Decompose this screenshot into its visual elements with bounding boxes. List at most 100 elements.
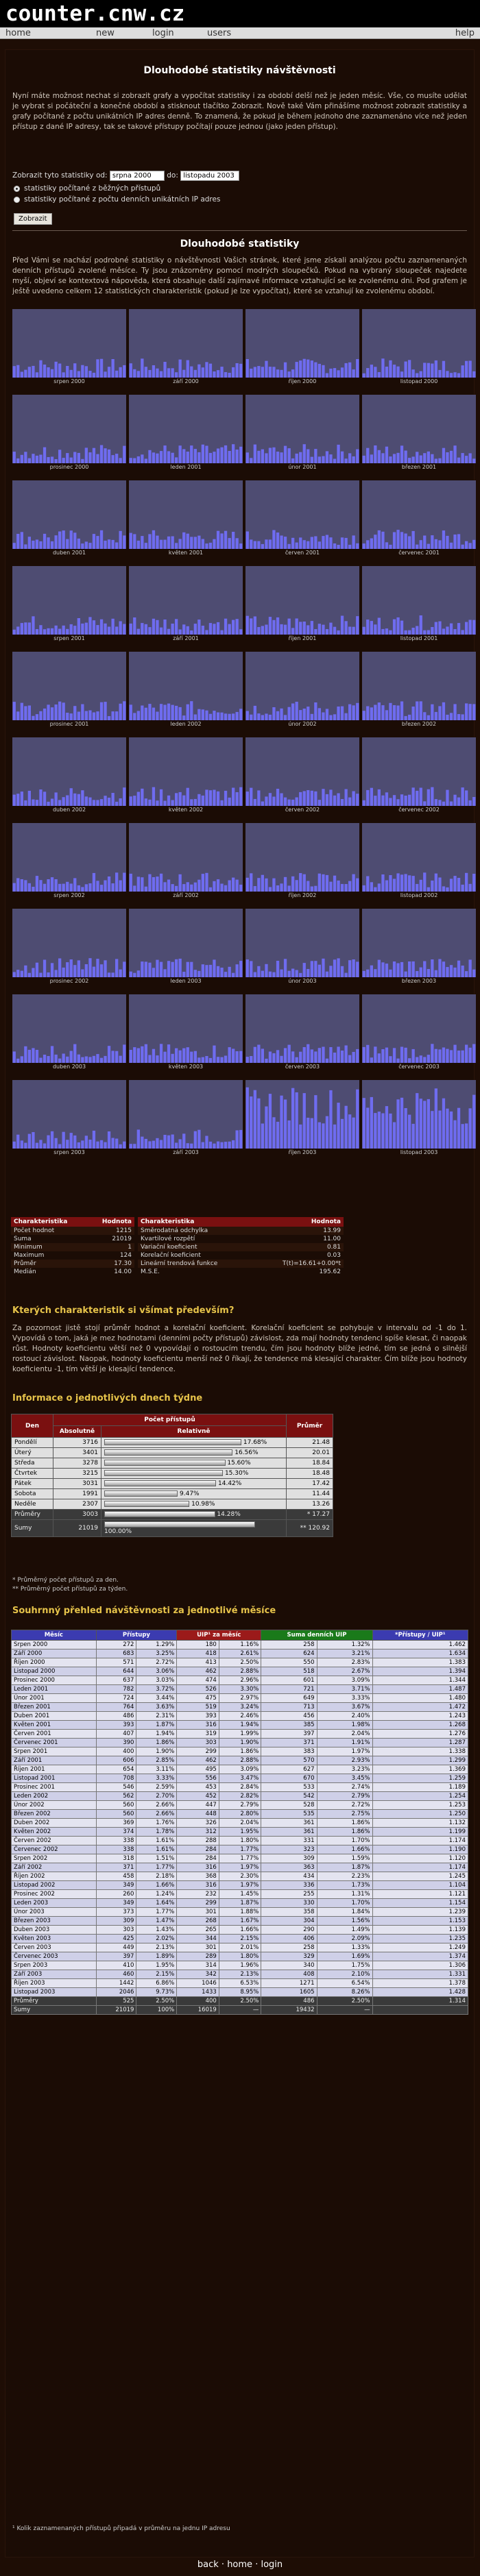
day-bar[interactable] xyxy=(245,452,249,463)
day-bar[interactable] xyxy=(408,458,411,463)
day-bar[interactable] xyxy=(287,970,291,977)
day-bar[interactable] xyxy=(461,714,464,720)
day-bar[interactable] xyxy=(276,452,280,463)
day-bar[interactable] xyxy=(400,445,404,463)
day-bar[interactable] xyxy=(182,624,186,635)
day-bar[interactable] xyxy=(32,540,35,549)
day-bar[interactable] xyxy=(411,369,415,378)
day-bar[interactable] xyxy=(27,705,31,721)
day-bar[interactable] xyxy=(107,972,111,977)
day-bar[interactable] xyxy=(381,1113,385,1149)
day-bar[interactable] xyxy=(111,539,115,549)
day-bar[interactable] xyxy=(148,1141,152,1149)
day-bar[interactable] xyxy=(104,960,107,977)
day-bar[interactable] xyxy=(404,874,407,892)
day-bar[interactable] xyxy=(123,1141,126,1149)
day-bar[interactable] xyxy=(133,1144,136,1149)
day-bar[interactable] xyxy=(280,793,283,807)
day-bar[interactable] xyxy=(197,1057,201,1063)
day-bar[interactable] xyxy=(35,962,39,977)
day-bar[interactable] xyxy=(310,456,313,463)
day-bar[interactable] xyxy=(337,545,340,549)
day-bar[interactable] xyxy=(333,368,337,378)
day-bar[interactable] xyxy=(208,964,213,977)
day-bar[interactable] xyxy=(295,970,298,978)
day-bar[interactable] xyxy=(340,451,344,463)
day-bar[interactable] xyxy=(280,535,283,550)
day-bar[interactable] xyxy=(400,701,404,721)
day-bar[interactable] xyxy=(115,1138,119,1149)
day-bar[interactable] xyxy=(119,798,122,806)
day-bar[interactable] xyxy=(171,368,174,378)
day-bar[interactable] xyxy=(123,1044,126,1063)
day-bar[interactable] xyxy=(54,792,58,806)
day-bar[interactable] xyxy=(129,704,132,720)
day-bar[interactable] xyxy=(20,702,23,720)
day-bar[interactable] xyxy=(156,620,159,635)
day-bar[interactable] xyxy=(317,456,321,463)
day-bar[interactable] xyxy=(276,711,280,720)
day-bar[interactable] xyxy=(385,792,389,806)
day-bar[interactable] xyxy=(329,622,333,635)
day-bar[interactable] xyxy=(144,707,147,720)
footer-login-link[interactable]: login xyxy=(261,2560,283,2570)
day-bar[interactable] xyxy=(302,358,306,378)
day-bar[interactable] xyxy=(27,367,31,378)
day-bar[interactable] xyxy=(35,629,39,635)
day-bar[interactable] xyxy=(400,1097,404,1149)
day-bar[interactable] xyxy=(163,539,167,549)
day-bar[interactable] xyxy=(283,959,287,977)
day-bar[interactable] xyxy=(442,702,446,720)
day-bar[interactable] xyxy=(12,702,16,720)
day-bar[interactable] xyxy=(434,873,437,892)
day-bar[interactable] xyxy=(96,625,99,635)
day-bar[interactable] xyxy=(461,365,464,378)
day-bar[interactable] xyxy=(352,626,355,635)
day-bar[interactable] xyxy=(205,630,208,635)
day-bar[interactable] xyxy=(92,800,96,806)
day-bar[interactable] xyxy=(35,800,39,806)
day-bar[interactable] xyxy=(66,713,69,720)
day-bar[interactable] xyxy=(374,704,377,721)
day-bar[interactable] xyxy=(374,367,377,378)
day-bar[interactable] xyxy=(427,543,430,549)
day-bar[interactable] xyxy=(411,530,415,549)
day-bar[interactable] xyxy=(32,968,35,978)
day-bar[interactable] xyxy=(302,622,306,635)
day-bar[interactable] xyxy=(362,1046,365,1063)
day-bar[interactable] xyxy=(190,366,193,378)
day-bar[interactable] xyxy=(107,1046,111,1063)
day-bar[interactable] xyxy=(104,371,107,378)
day-bar[interactable] xyxy=(362,711,365,720)
day-bar[interactable] xyxy=(392,1122,396,1149)
day-bar[interactable] xyxy=(58,531,62,550)
day-bar[interactable] xyxy=(66,628,69,635)
to-select[interactable]: listopadu 2003 xyxy=(180,171,240,181)
day-bar[interactable] xyxy=(453,794,457,806)
day-bar[interactable] xyxy=(92,372,96,378)
day-bar[interactable] xyxy=(197,970,201,977)
day-bar[interactable] xyxy=(66,881,69,892)
day-bar[interactable] xyxy=(16,1134,20,1149)
day-bar[interactable] xyxy=(317,800,321,806)
day-bar[interactable] xyxy=(356,878,359,892)
day-bar[interactable] xyxy=(404,1108,407,1149)
day-bar[interactable] xyxy=(317,873,321,892)
day-bar[interactable] xyxy=(446,789,449,806)
day-bar[interactable] xyxy=(283,362,287,378)
day-bar[interactable] xyxy=(449,373,453,378)
day-bar[interactable] xyxy=(423,801,427,806)
day-bar[interactable] xyxy=(216,448,220,464)
day-bar[interactable] xyxy=(392,795,396,806)
day-bar[interactable] xyxy=(366,1044,370,1063)
day-bar[interactable] xyxy=(344,1105,348,1149)
day-bar[interactable] xyxy=(136,876,140,892)
day-bar[interactable] xyxy=(163,362,167,378)
day-bar[interactable] xyxy=(362,885,365,892)
day-bar[interactable] xyxy=(453,1044,457,1063)
day-bar[interactable] xyxy=(163,445,167,463)
day-bar[interactable] xyxy=(152,365,156,378)
day-bar[interactable] xyxy=(457,960,461,977)
day-bar[interactable] xyxy=(374,535,377,549)
day-bar[interactable] xyxy=(408,875,411,892)
